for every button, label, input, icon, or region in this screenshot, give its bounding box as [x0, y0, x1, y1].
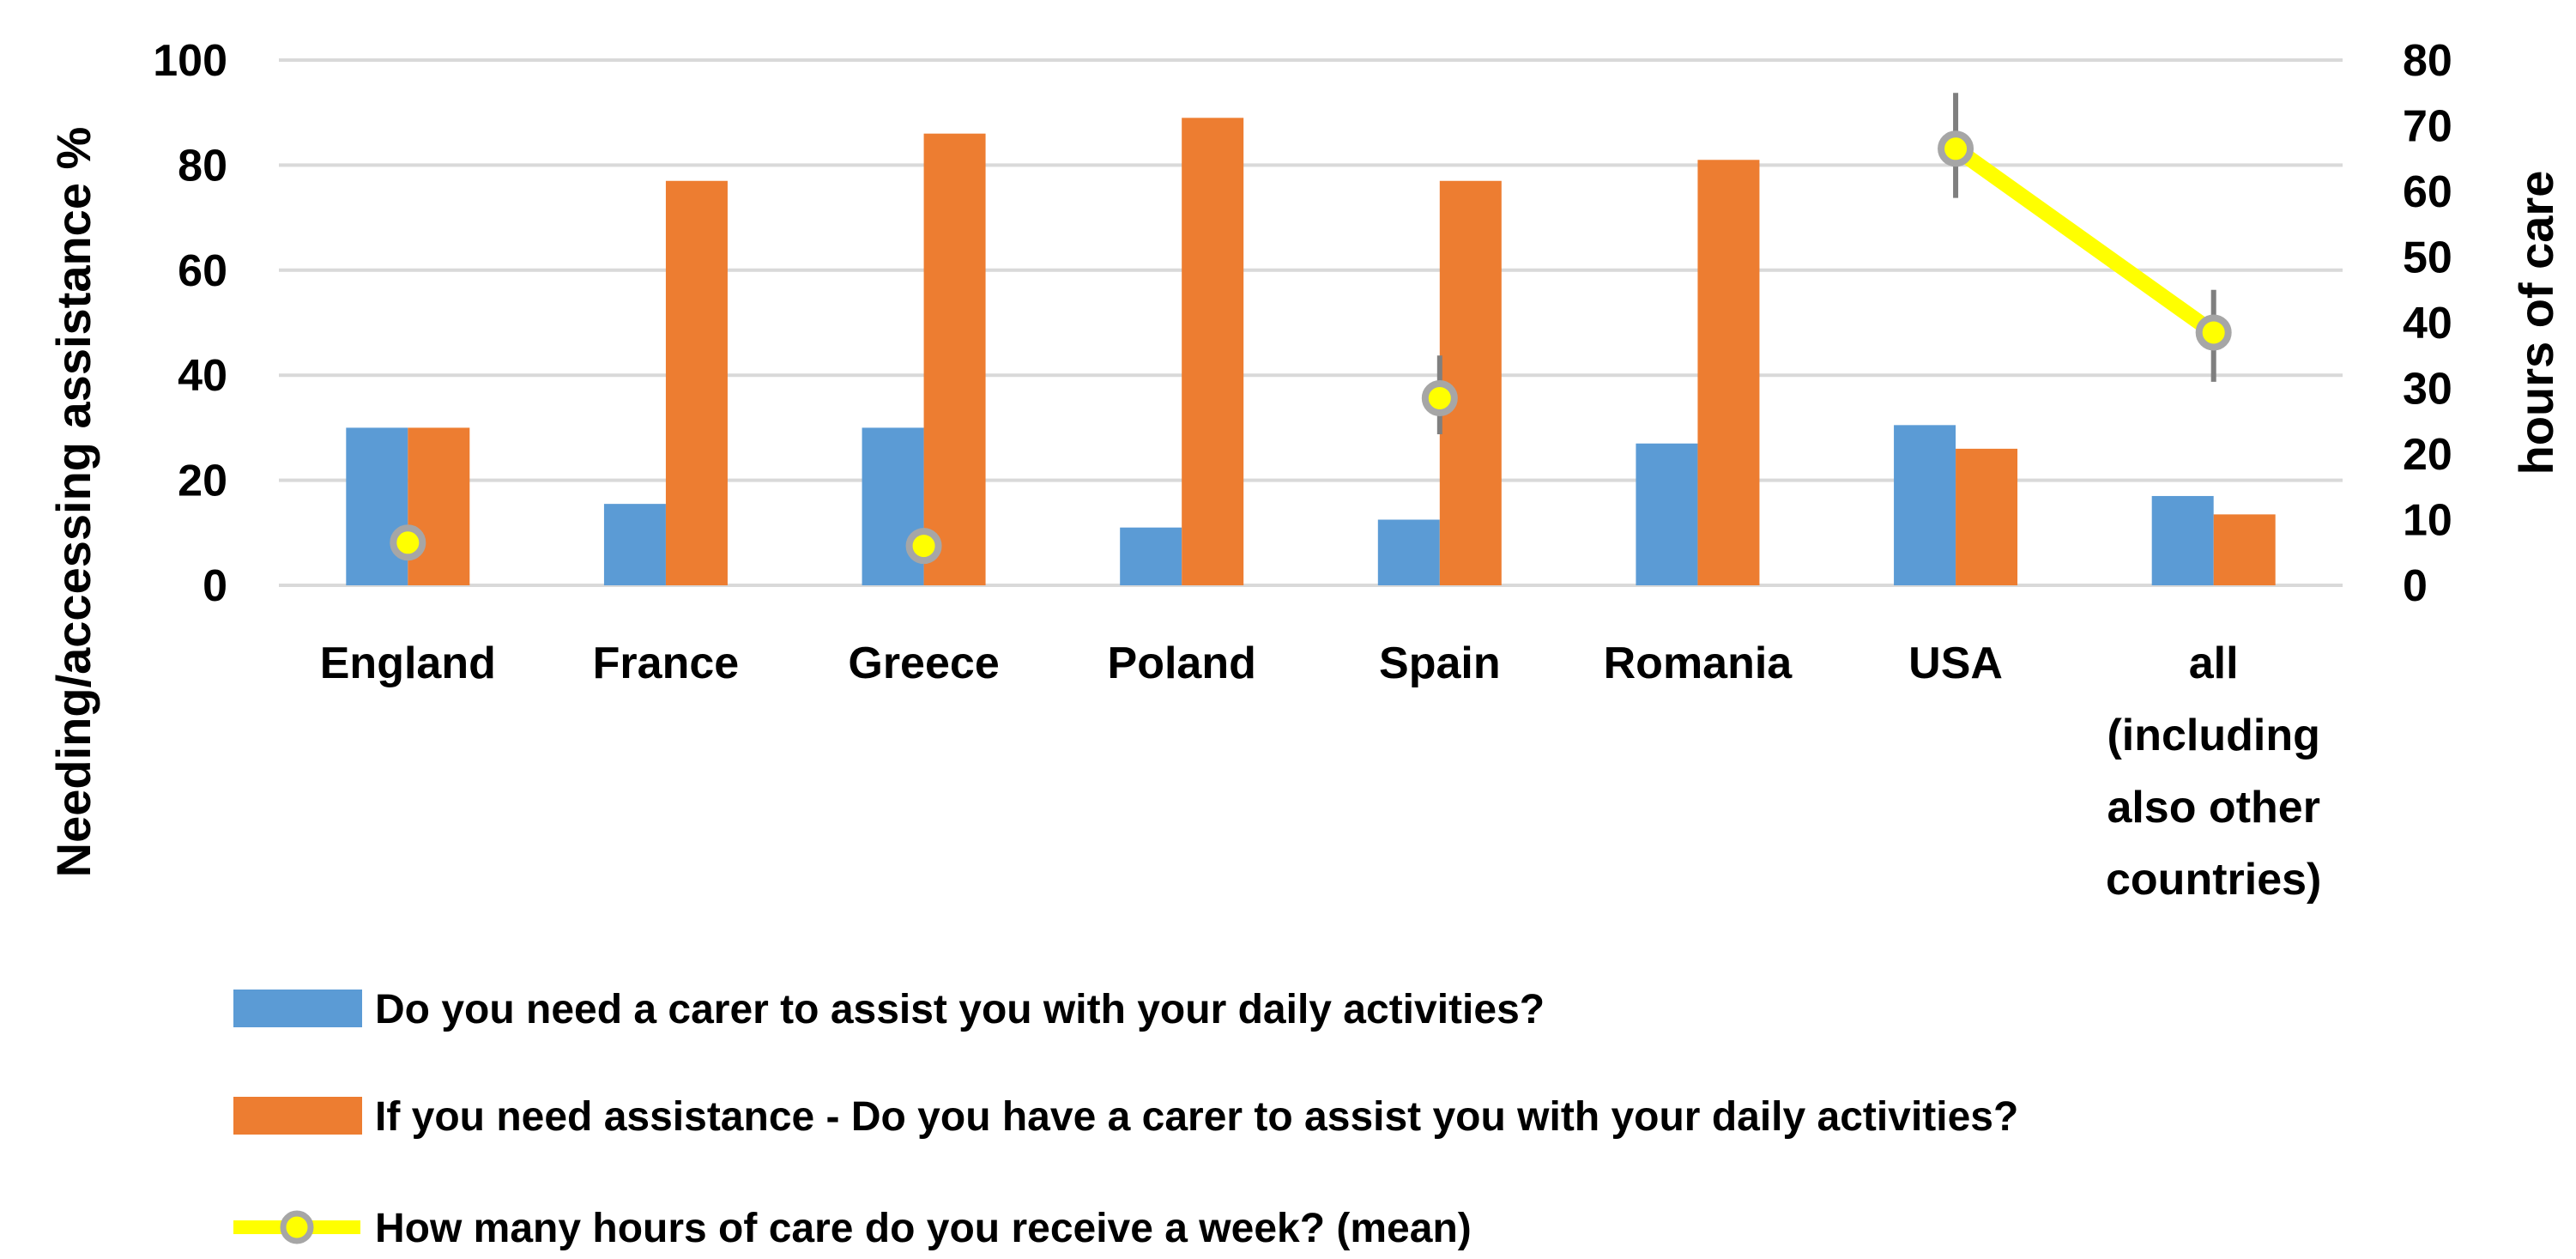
bar-series2-7 — [2213, 514, 2276, 585]
bar-layer — [346, 118, 2276, 585]
y-right-tick-label: 10 — [2403, 496, 2452, 546]
category-label: Greece — [848, 639, 999, 688]
bar-series2-5 — [1697, 160, 1760, 585]
category-label: Poland — [1108, 639, 1256, 688]
y-right-axis-title: hours of care — [2509, 171, 2563, 475]
bar-series2-4 — [1439, 180, 1502, 585]
bar-series1-2 — [862, 427, 924, 585]
y-right-tick-label: 60 — [2403, 167, 2452, 217]
bar-series2-1 — [665, 180, 728, 585]
category-label: USA — [1908, 639, 2003, 688]
y-right-tick-label: 80 — [2403, 36, 2452, 86]
category-label: countries) — [2106, 855, 2321, 905]
legend-swatch-series1 — [233, 990, 362, 1027]
bar-series1-7 — [2151, 495, 2214, 585]
bar-series2-2 — [923, 133, 986, 585]
category-label: Spain — [1379, 639, 1501, 688]
legend-label-series1: Do you need a carer to assist you with y… — [375, 987, 1545, 1032]
bar-series2-6 — [1956, 448, 2018, 585]
legend-marker-series3 — [280, 1210, 314, 1244]
category-label: France — [593, 639, 740, 688]
legend-label-series2: If you need assistance - Do you have a c… — [375, 1094, 2018, 1140]
bar-series2-0 — [408, 427, 470, 585]
axis-layer: 0 20 40 60 80 100 0 10 20 30 40 50 60 70 80 Needing/acc… — [46, 36, 2563, 905]
hours-line-segment — [1948, 141, 2222, 341]
bar-series2-3 — [1182, 118, 1244, 585]
y-right-tick-label: 50 — [2403, 233, 2452, 283]
bar-series1-1 — [603, 504, 666, 585]
y-right-tick-label: 70 — [2403, 102, 2452, 152]
y-right-tick-label: 0 — [2403, 561, 2428, 611]
category-label: also other — [2107, 783, 2320, 832]
category-label: all — [2189, 639, 2239, 688]
category-label: Romania — [1604, 639, 1793, 688]
y-left-tick-label: 100 — [153, 36, 227, 86]
hours-marker — [390, 524, 426, 561]
category-label: (including — [2107, 711, 2319, 760]
bar-series1-5 — [1636, 443, 1698, 585]
y-left-tick-label: 20 — [178, 457, 227, 506]
bar-series1-6 — [1894, 425, 1956, 585]
y-left-tick-label: 60 — [178, 246, 227, 296]
legend-label-series3: How many hours of care do you receive a … — [375, 1206, 1472, 1251]
grid-layer — [279, 58, 2343, 587]
hours-marker — [2195, 314, 2232, 351]
legend-swatch-series2 — [233, 1097, 362, 1135]
y-left-tick-label: 0 — [203, 561, 227, 611]
bar-series1-3 — [1120, 527, 1182, 585]
y-left-tick-label: 80 — [178, 141, 227, 191]
bar-series1-4 — [1377, 519, 1440, 585]
y-left-tick-label: 40 — [178, 351, 227, 401]
y-left-axis-title: Needing/accessing assistance % — [46, 127, 100, 878]
line-layer — [390, 93, 2232, 565]
hours-marker — [1938, 130, 1974, 167]
y-right-tick-label: 40 — [2403, 299, 2452, 348]
legend-layer: Do you need a carer to assist you with y… — [233, 987, 2018, 1251]
hours-marker — [905, 528, 942, 565]
category-label: England — [320, 639, 496, 688]
y-right-tick-label: 30 — [2403, 365, 2452, 415]
hours-marker — [1421, 379, 1458, 416]
bar-series1-0 — [346, 427, 408, 585]
y-right-tick-label: 20 — [2403, 430, 2452, 480]
